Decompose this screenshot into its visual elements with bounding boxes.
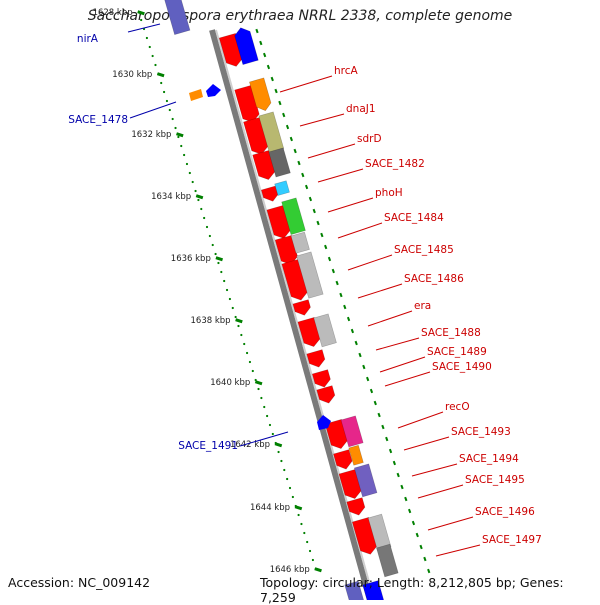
gene-feature <box>353 463 378 498</box>
scale-track: 1628 kbp 1630 kbp 1632 kbp 1634 kbp 1636 kbp… <box>93 8 431 575</box>
gene-labels: hrcA dnaJ1 sdrD SACE_1482 phoH SACE_1484 SACE_… <box>68 23 542 557</box>
gene-feature <box>316 385 336 404</box>
gene-feature <box>317 415 331 430</box>
gene-feature <box>344 580 365 600</box>
map-title: Saccharopolyspora erythraea NRRL 2338, c… <box>87 8 513 24</box>
gene-feature <box>306 349 326 368</box>
gene-label: sdrD <box>357 133 382 145</box>
gene-label: SACE_1491 <box>178 440 238 452</box>
scale-label: 1634 kbp <box>151 192 191 202</box>
gene-label: nirA <box>77 33 99 45</box>
scale-label: 1646 kbp <box>270 565 310 575</box>
gene-feature <box>297 316 321 347</box>
gene-feature <box>252 149 276 180</box>
gene-label: phoH <box>375 187 403 199</box>
gene-feature <box>260 185 280 202</box>
gene-label: SACE_1495 <box>465 474 525 486</box>
gene-label: SACE_1486 <box>404 273 464 285</box>
gene-label: SACE_1478 <box>68 114 128 126</box>
gene-feature <box>340 415 364 448</box>
gene-feature <box>189 89 203 101</box>
gene-label: SACE_1494 <box>459 453 519 465</box>
gene-feature <box>206 84 221 97</box>
scale-label: 1640 kbp <box>210 378 250 388</box>
gene-feature <box>311 369 331 388</box>
gene-label: dnaJ1 <box>346 103 376 115</box>
gene-feature <box>346 497 366 516</box>
gene-feature <box>376 543 399 578</box>
feature-track <box>164 0 399 600</box>
sequence-backbone <box>209 29 375 600</box>
gene-feature <box>268 147 291 178</box>
gene-label: recO <box>445 401 470 413</box>
scale-label: 1644 kbp <box>250 503 290 513</box>
gene-feature <box>296 251 324 299</box>
gene-feature <box>338 468 362 499</box>
gene-feature <box>362 580 384 600</box>
gene-feature <box>324 418 348 449</box>
gene-feature <box>333 449 353 470</box>
gene-label: hrcA <box>334 65 359 77</box>
gene-feature <box>234 27 259 65</box>
gene-label: SACE_1488 <box>421 327 481 339</box>
gene-label: SACE_1497 <box>482 534 542 546</box>
scale-label: 1642 kbp <box>230 440 270 450</box>
scale-label: 1636 kbp <box>171 254 211 264</box>
scale-label: 1630 kbp <box>112 70 152 80</box>
gene-label: SACE_1482 <box>365 158 425 170</box>
scale-label: 1628 kbp <box>93 8 133 18</box>
gene-feature <box>290 231 310 254</box>
gene-label: SACE_1484 <box>384 212 444 224</box>
gene-feature <box>348 444 364 466</box>
gene-feature <box>292 299 311 316</box>
gene-label: SACE_1493 <box>451 426 511 438</box>
scale-label: 1632 kbp <box>131 130 171 140</box>
gene-feature <box>164 0 191 35</box>
gene-label: SACE_1489 <box>427 346 487 358</box>
accession-text: Accession: NC_009142 <box>8 575 151 590</box>
gene-feature <box>274 180 290 196</box>
gene-feature <box>281 258 308 301</box>
gene-label: era <box>414 300 431 312</box>
gene-feature <box>266 204 291 239</box>
gene-feature <box>313 313 337 348</box>
gene-label: SACE_1485 <box>394 244 454 256</box>
gene-label: SACE_1496 <box>475 506 535 518</box>
gene-feature <box>249 77 272 112</box>
gene-feature <box>281 197 306 236</box>
gene-label: SACE_1490 <box>432 361 492 373</box>
scale-label: 1638 kbp <box>191 316 231 326</box>
topology-summary: Topology: circular; Length: 8,212,805 bp… <box>260 575 564 605</box>
